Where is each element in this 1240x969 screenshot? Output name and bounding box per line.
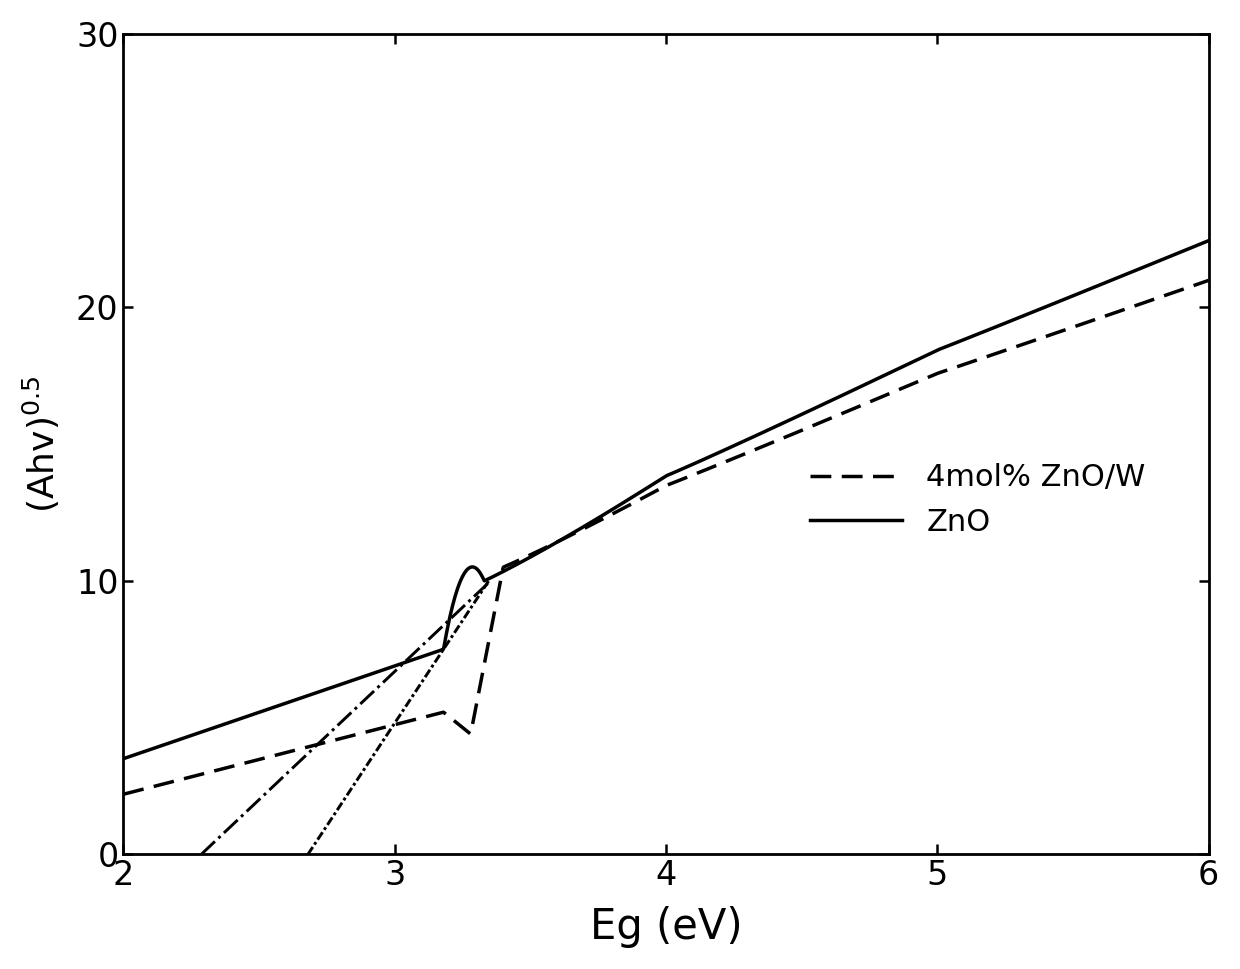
Y-axis label: (Ahv)$^{0.5}$: (Ahv)$^{0.5}$: [21, 375, 62, 513]
Line: 4mol% ZnO/W: 4mol% ZnO/W: [124, 280, 1209, 795]
Legend: 4mol% ZnO/W, ZnO: 4mol% ZnO/W, ZnO: [795, 448, 1161, 552]
4mol% ZnO/W: [117, 789, 131, 800]
4mol% ZnO/W: [971, 354, 986, 365]
ZnO: [171, 734, 186, 745]
ZnO: [971, 328, 986, 340]
ZnO: [615, 497, 630, 509]
ZnO: [644, 480, 658, 491]
4mol% ZnO/W: [1169, 286, 1184, 297]
4mol% ZnO/W: [1169, 286, 1184, 297]
4mol% ZnO/W: [171, 774, 186, 786]
ZnO: [1202, 234, 1216, 246]
Line: ZnO: ZnO: [124, 240, 1209, 759]
ZnO: [1169, 248, 1184, 260]
X-axis label: Eg (eV): Eg (eV): [590, 906, 743, 949]
ZnO: [117, 753, 131, 765]
4mol% ZnO/W: [615, 503, 630, 515]
ZnO: [1169, 248, 1184, 260]
4mol% ZnO/W: [1202, 274, 1216, 286]
4mol% ZnO/W: [644, 487, 658, 499]
